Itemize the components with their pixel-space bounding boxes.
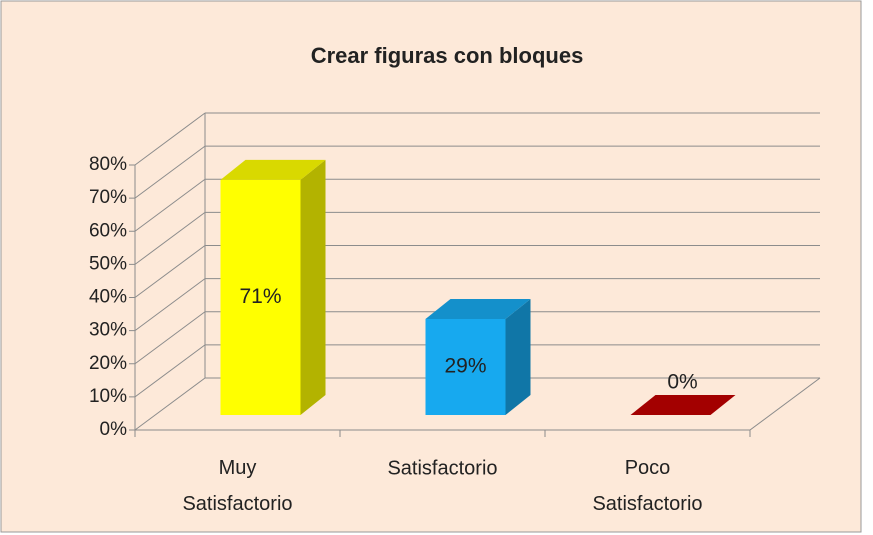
grid-line bbox=[134, 145, 206, 199]
y-tick-label: 70% bbox=[89, 187, 127, 208]
data-label: 71% bbox=[239, 285, 281, 308]
grid-line bbox=[134, 344, 206, 398]
y-tick-label: 20% bbox=[89, 353, 127, 374]
bar-top bbox=[630, 395, 736, 415]
y-tick-label: 30% bbox=[89, 320, 127, 341]
bar bbox=[220, 159, 326, 415]
bar-top bbox=[220, 159, 326, 180]
y-tick-label: 10% bbox=[89, 386, 127, 407]
bar-front bbox=[425, 318, 506, 415]
grid-line bbox=[134, 245, 206, 298]
x-tick-label: Satisfactorio bbox=[387, 457, 497, 479]
bar-front bbox=[220, 179, 301, 415]
chart-title: Crear figuras con bloques bbox=[311, 43, 584, 68]
bar bbox=[425, 298, 531, 415]
y-tick-label: 50% bbox=[89, 253, 127, 274]
grid-line bbox=[134, 311, 206, 365]
y-tick-label: 40% bbox=[89, 287, 127, 308]
data-label: 0% bbox=[667, 371, 697, 394]
x-tick-label: Poco Satisfactorio bbox=[592, 457, 702, 515]
bar-top bbox=[425, 298, 531, 319]
bar bbox=[630, 395, 736, 415]
x-tick-label: Muy Satisfactorio bbox=[182, 457, 292, 515]
grid-line bbox=[134, 178, 206, 232]
grid-line bbox=[134, 377, 206, 431]
grid-line bbox=[134, 211, 206, 265]
bar-side bbox=[300, 159, 326, 415]
y-tick-label: 0% bbox=[100, 419, 128, 440]
y-tick-label: 80% bbox=[89, 154, 127, 175]
grid-line bbox=[134, 278, 206, 332]
bar-side bbox=[505, 298, 531, 415]
grid-line bbox=[134, 112, 206, 166]
y-tick-label: 60% bbox=[89, 220, 127, 241]
data-label: 29% bbox=[444, 355, 486, 378]
